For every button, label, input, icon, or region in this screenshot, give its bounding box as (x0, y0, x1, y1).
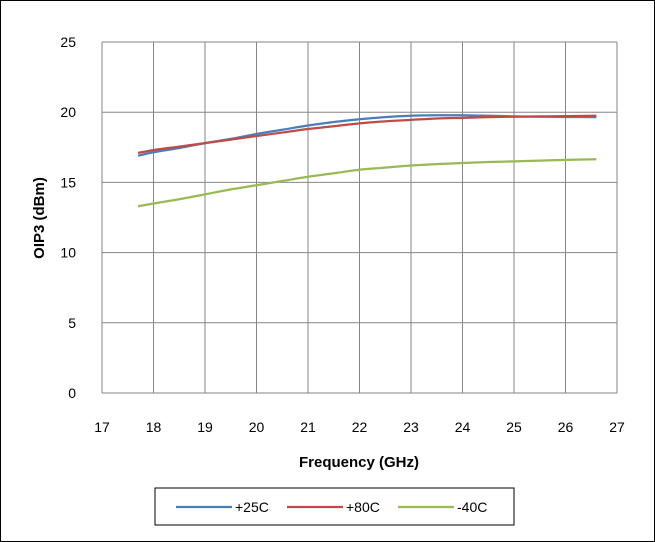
x-tick-label: 27 (609, 419, 625, 435)
y-axis-title: OIP3 (dBm) (31, 177, 48, 259)
legend-label: +25C (235, 499, 269, 515)
x-tick-label: 23 (403, 419, 419, 435)
y-tick-label: 15 (60, 174, 76, 190)
y-tick-labels: 0 5 10 15 20 25 (60, 34, 76, 401)
x-tick-label: 25 (506, 419, 522, 435)
x-tick-label: 21 (300, 419, 316, 435)
x-tick-label: 24 (455, 419, 471, 435)
series-line-1 (137, 114, 597, 157)
series-lines (137, 114, 597, 208)
grid (101, 41, 618, 394)
y-tick-label: 25 (60, 34, 76, 50)
series-line-2 (137, 114, 597, 155)
x-tick-label: 18 (146, 419, 162, 435)
y-tick-label: 5 (68, 315, 76, 331)
y-tick-label: 10 (60, 245, 76, 261)
legend-label: -40C (457, 499, 487, 515)
x-axis-title: Frequency (GHz) (299, 454, 419, 471)
x-tick-label: 19 (197, 419, 213, 435)
y-tick-label: 0 (68, 385, 76, 401)
legend-label: +80C (346, 499, 380, 515)
x-tick-label: 17 (94, 419, 110, 435)
legend: +25C +80C -40C (154, 487, 515, 526)
x-tick-label: 20 (249, 419, 265, 435)
x-tick-labels: 17 18 19 20 21 22 23 24 25 26 27 (94, 419, 625, 435)
y-tick-label: 20 (60, 104, 76, 120)
series-line-3 (137, 158, 597, 208)
x-tick-label: 26 (558, 419, 574, 435)
x-tick-label: 22 (352, 419, 368, 435)
